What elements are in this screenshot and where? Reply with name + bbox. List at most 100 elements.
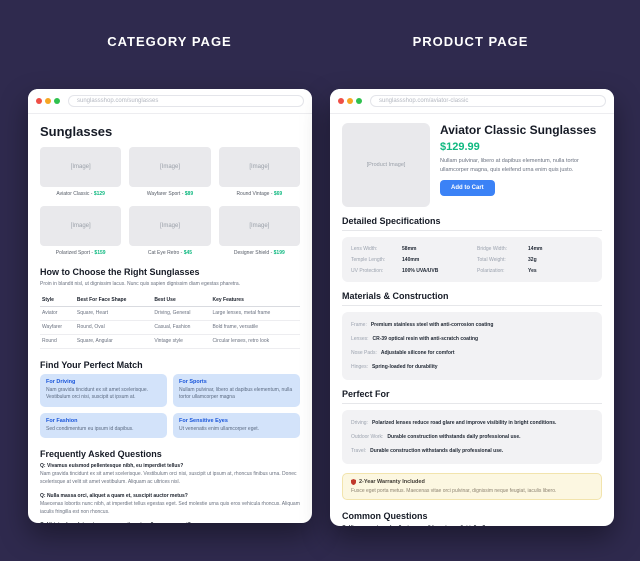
use-case-label: Travel: [351, 447, 367, 454]
use-case-value: Durable construction withstands daily pr… [387, 433, 521, 440]
product-page-header: PRODUCT PAGE [412, 34, 529, 49]
match-box-text: Nam gravida tincidunt ex sit amet sceler… [46, 386, 148, 401]
maximize-window-icon[interactable] [356, 98, 362, 104]
spec-row: Polarization: Yes [477, 265, 593, 276]
faq-answer: Maecenas lobortis nunc nibh, at imperdie… [40, 500, 300, 515]
use-case-label: Driving: [351, 419, 368, 426]
product-card-aviator-classic[interactable]: [Image] Aviator Classic - $129 [40, 147, 122, 197]
product-card-round-vintage[interactable]: [Image] Round Vintage - $69 [218, 147, 300, 197]
product-price: $45 [183, 250, 193, 256]
product-image-placeholder: [Image] [40, 147, 122, 187]
style-guide-table: Style Best For Face Shape Best Use Key F… [40, 293, 300, 349]
common-questions-heading: Common Questions [342, 510, 428, 521]
material-row: Nose Pads: Adjustable silicone for comfor… [351, 346, 593, 360]
product-price: $129.99 [440, 141, 480, 153]
address-bar[interactable]: sunglassshop.com/aviator-classic [370, 95, 606, 107]
product-card-cat-eye-retro[interactable]: [Image] Cat Eye Retro - $45 [129, 206, 211, 256]
guide-heading: How to Choose the Right Sunglasses [40, 267, 200, 277]
faq-item: Q: Vivamus euismod pellentesque nibh, eu… [40, 463, 300, 487]
close-window-icon[interactable] [338, 98, 344, 104]
product-label: Cat Eye Retro - $45 [129, 250, 210, 256]
product-name: Designer Shield - [233, 250, 273, 256]
address-bar[interactable]: sunglassshop.com/sunglasses [68, 95, 304, 107]
product-price: $159 [94, 250, 106, 256]
column-header: Best For Face Shape [74, 293, 153, 307]
material-label: Lenses: [351, 335, 369, 342]
material-value: Premium stainless steel with anti-corros… [370, 321, 494, 328]
product-card-polarized-sport[interactable]: [Image] Polarized Sport - $159 [40, 206, 122, 256]
use-case-row: Travel: Durable construction withstands d… [351, 444, 593, 458]
category-page-header: CATEGORY PAGE [107, 34, 232, 49]
shield-icon [351, 479, 356, 485]
material-label: Hinges: [351, 363, 368, 370]
table-row: Wayfarer Round, Oval Casual, Fashion Bol… [40, 320, 300, 335]
product-image-placeholder: [Image] [129, 147, 211, 187]
match-box-text: Nullam pulvinar, libero at dapibus eleme… [179, 386, 293, 401]
minimize-window-icon[interactable] [347, 98, 353, 104]
use-case-value: Durable construction withstands daily pr… [370, 447, 504, 454]
category-browser-window: sunglassshop.com/sunglasses Sunglasses [… [28, 89, 312, 523]
category-browser-bar: sunglassshop.com/sunglasses [28, 89, 312, 114]
material-row: Frame: Premium stainless steel with anti-… [351, 318, 593, 332]
specs-heading: Detailed Specifications [342, 216, 602, 231]
close-window-icon[interactable] [36, 98, 42, 104]
use-case-row: Driving: Polarized lenses reduce road gla… [351, 416, 593, 430]
product-description: Nullam pulvinar, libero at dapibus eleme… [440, 158, 579, 173]
use-case-value: Polarized lenses reduce road glare and i… [371, 419, 557, 426]
spec-row: Temple Length: 140mm [351, 254, 467, 265]
materials-heading: Materials & Construction [342, 291, 602, 306]
guide-intro: Proin in blandit nisl, ut dignissim lacu… [40, 281, 241, 287]
material-label: Frame: [351, 321, 367, 328]
match-box-text: Ut venenatis enim ullamcorper eget. [179, 425, 260, 432]
table-cell: Round [40, 334, 75, 349]
spec-value: 58mm [402, 245, 417, 252]
product-card-designer-shield[interactable]: [Image] Designer Shield - $199 [218, 206, 300, 256]
product-image-placeholder: [Product Image] [342, 123, 430, 207]
add-to-cart-button[interactable]: Add to Cart [440, 180, 495, 197]
spec-row: Bridge Width: 14mm [477, 243, 593, 254]
product-title: Aviator Classic Sunglasses [440, 123, 597, 137]
faq-question: Q: Vivamus euismod pellentesque nibh, eu… [342, 525, 602, 527]
product-grid: [Image] Aviator Classic - $129 [Image] W… [40, 147, 300, 256]
spec-row: Lens Width: 58mm [351, 243, 467, 254]
faq-heading: Frequently Asked Questions [40, 449, 162, 460]
match-box-title: For Driving [46, 378, 76, 385]
spec-label: Lens Width: [351, 245, 378, 252]
product-price: $199 [273, 250, 285, 256]
spec-value: 32g [528, 256, 537, 263]
product-label: Designer Shield - $199 [219, 250, 300, 256]
spec-label: Temple Length: [351, 256, 386, 263]
page-title: Sunglasses [40, 124, 113, 139]
spec-value: 140mm [402, 256, 420, 263]
warranty-title: 2-Year Warranty Included [359, 479, 425, 485]
match-box-title: For Sports [179, 378, 207, 385]
product-name: Polarized Sport - [55, 250, 94, 256]
match-box-driving: For Driving Nam gravida tincidunt ex sit… [40, 373, 167, 407]
product-name: Wayfarer Sport - [146, 191, 184, 197]
use-case-row: Outdoor Work: Durable construction withst… [351, 430, 593, 444]
product-image-placeholder: [Image] [40, 206, 122, 246]
product-card-wayfarer-sport[interactable]: [Image] Wayfarer Sport - $89 [129, 147, 211, 197]
product-image-placeholder: [Image] [129, 206, 211, 246]
material-value: Adjustable silicone for comfort [380, 349, 455, 356]
product-name: Round Vintage - [236, 191, 273, 197]
material-value: Spring-loaded for durability [371, 363, 438, 370]
product-label: Wayfarer Sport - $89 [129, 191, 210, 197]
materials-box: Frame: Premium stainless steel with anti-… [342, 312, 602, 380]
product-image-placeholder: [Image] [218, 147, 300, 187]
match-box-fashion: For Fashion Sed condimentum eu ipsum id … [40, 412, 167, 439]
spec-row: UV Protection: 100% UVA/UVB [351, 265, 467, 276]
match-box-title: For Fashion [46, 417, 78, 424]
perfect-for-heading: Perfect For [342, 389, 602, 404]
table-cell: Square, Angular [74, 334, 153, 349]
column-header: Best Use [152, 293, 211, 307]
titles-row: CATEGORY PAGE PRODUCT PAGE [28, 34, 612, 49]
column-header: Style [40, 293, 75, 307]
table-cell: Large lenses, metal frame [210, 306, 300, 321]
product-browser-window: sunglassshop.com/aviator-classic [Produc… [330, 89, 614, 526]
minimize-window-icon[interactable] [45, 98, 51, 104]
product-name: Aviator Classic - [56, 191, 93, 197]
material-row: Lenses: CR-39 optical resin with anti-scr… [351, 332, 593, 346]
spec-value: 14mm [528, 245, 543, 252]
maximize-window-icon[interactable] [54, 98, 60, 104]
